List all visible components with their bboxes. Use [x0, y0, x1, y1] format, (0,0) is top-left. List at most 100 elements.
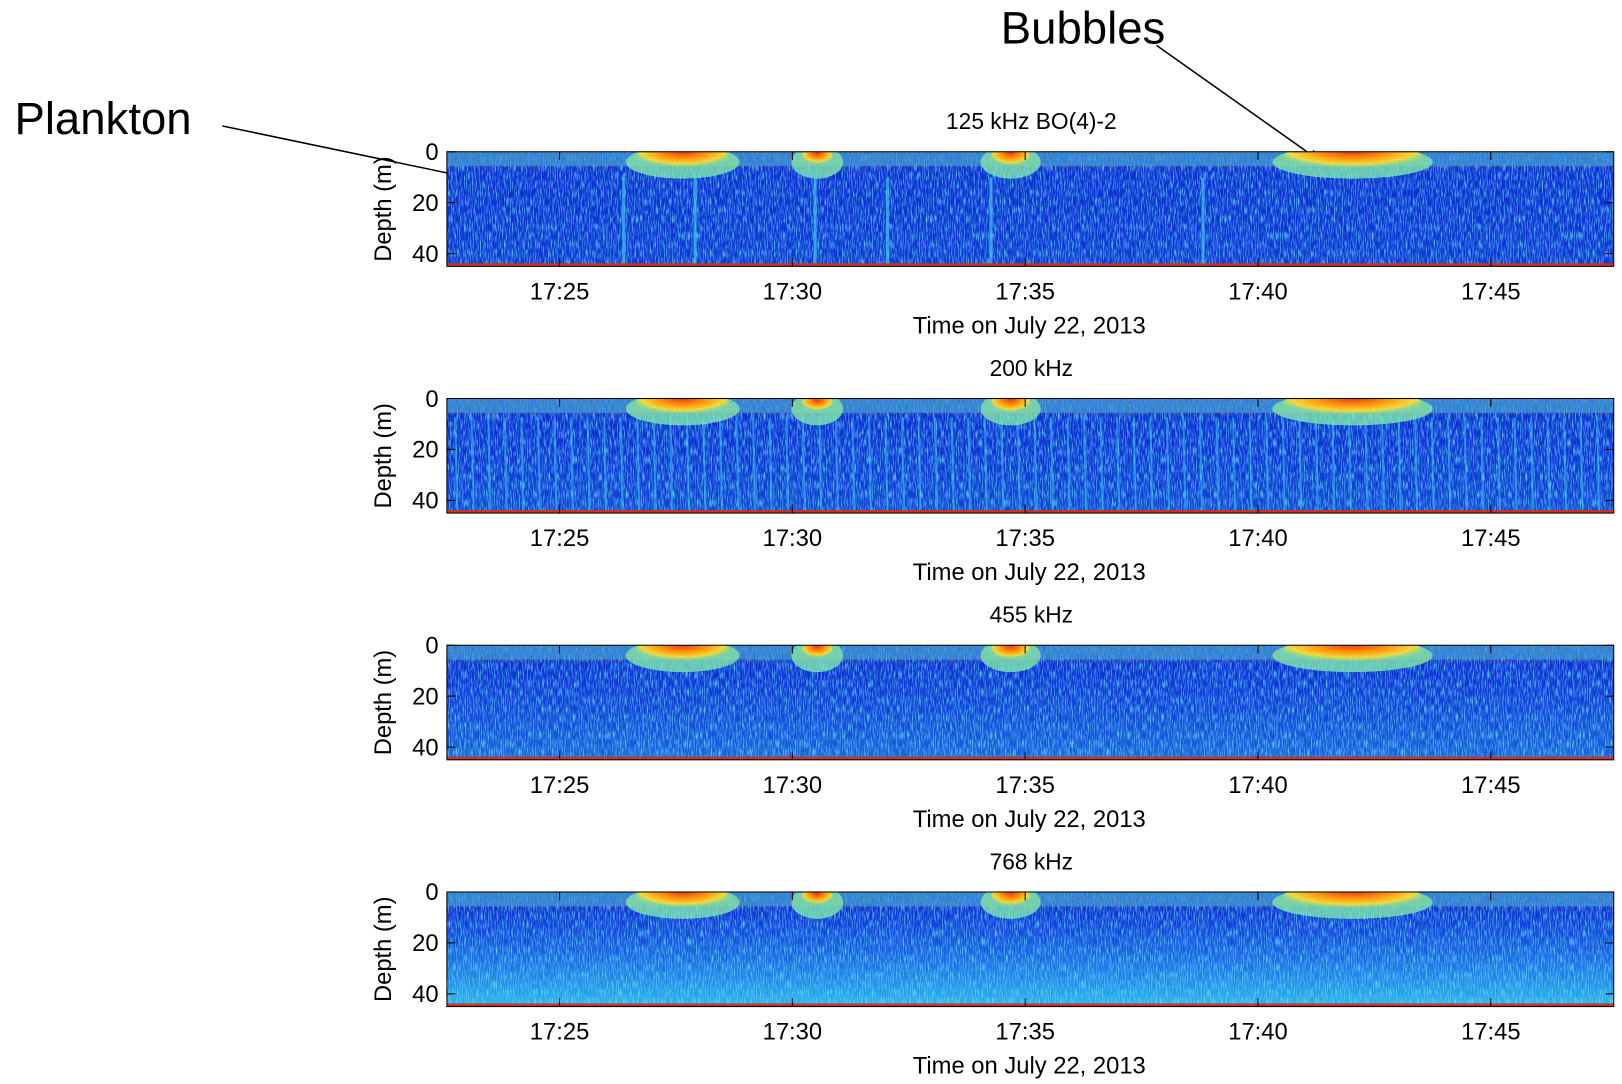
- x-tick-label: 17:45: [1461, 772, 1520, 799]
- annotation: Plankton: [14, 93, 191, 144]
- streak: [718, 417, 724, 514]
- streak: [669, 417, 674, 514]
- x-axis-label: Time on July 22, 2013: [913, 1053, 1146, 1080]
- y-axis-label: Depth (m): [370, 650, 397, 755]
- streak: [636, 417, 641, 514]
- x-axis-label: Time on July 22, 2013: [913, 312, 1146, 339]
- streak: [503, 417, 508, 514]
- panel: 768 kHz 17:25 17:30 17:35 17:40 17:45 0 20 40 Tim…: [370, 848, 1615, 1080]
- streak: [1447, 417, 1452, 514]
- bubble-noise: [446, 398, 1614, 416]
- streak: [1513, 417, 1518, 514]
- y-tick-label: 0: [425, 139, 438, 166]
- y-tick-label: 0: [425, 879, 438, 906]
- streak: [1049, 417, 1055, 514]
- streak: [818, 417, 823, 514]
- echogram: [446, 891, 1614, 1007]
- x-tick-label: 17:35: [995, 772, 1054, 799]
- seabed: [446, 756, 1614, 760]
- streak: [1397, 417, 1402, 514]
- x-tick-label: 17:40: [1228, 772, 1287, 799]
- y-tick-label: 20: [412, 437, 438, 464]
- streak: [950, 417, 955, 514]
- plot-frame: [446, 891, 1615, 1008]
- y-tick-label: 20: [412, 683, 438, 710]
- streak: [752, 417, 757, 514]
- streak: [967, 417, 972, 514]
- x-tick-label: 17:30: [763, 1019, 822, 1046]
- x-tick-label: 17:45: [1461, 1019, 1520, 1046]
- streak: [652, 417, 657, 514]
- streak: [520, 417, 525, 514]
- streak: [1132, 417, 1137, 514]
- streak: [785, 417, 790, 514]
- streak: [900, 417, 906, 514]
- streak: [1380, 417, 1386, 514]
- y-tick-label: 20: [412, 190, 438, 217]
- streak: [1364, 417, 1369, 514]
- streak: [1165, 417, 1170, 514]
- echogram: [446, 151, 1614, 267]
- y-tick-label: 0: [425, 633, 438, 660]
- x-tick-label: 17:35: [995, 525, 1054, 552]
- streak: [1563, 417, 1568, 514]
- y-tick-label: 40: [412, 241, 438, 268]
- streak: [1414, 417, 1419, 514]
- streak: [1232, 417, 1237, 514]
- streak: [1430, 417, 1435, 514]
- streak: [603, 417, 608, 514]
- x-tick-label: 17:35: [995, 1019, 1054, 1046]
- seabed: [446, 263, 1614, 267]
- x-tick-label: 17:30: [763, 278, 822, 305]
- x-tick-label: 17:25: [530, 1019, 589, 1046]
- streak: [685, 417, 690, 514]
- streak: [1066, 417, 1071, 514]
- seabed: [446, 509, 1614, 514]
- streak: [1248, 417, 1253, 514]
- streak: [1265, 417, 1270, 514]
- streak: [884, 417, 889, 514]
- annotation: Bubbles: [1001, 2, 1165, 53]
- streak: [1314, 417, 1319, 514]
- x-axis-label: Time on July 22, 2013: [913, 559, 1146, 586]
- streak: [619, 417, 624, 514]
- bubble-noise: [446, 645, 1614, 662]
- streak: [553, 417, 558, 514]
- y-axis-label: Depth (m): [370, 156, 397, 261]
- y-tick-label: 40: [412, 488, 438, 515]
- x-tick-label: 17:25: [530, 525, 589, 552]
- streak: [917, 417, 922, 514]
- plot-frame: [446, 151, 1615, 267]
- streak: [586, 417, 591, 514]
- bubble-noise: [446, 891, 1614, 909]
- annotation-arrow: [1156, 44, 1317, 159]
- streak: [934, 417, 939, 514]
- streak: [1033, 417, 1038, 514]
- streak: [1496, 417, 1501, 514]
- panel-title: 768 kHz: [990, 848, 1073, 874]
- panel-title: 200 kHz: [990, 355, 1073, 381]
- echogram: [446, 645, 1614, 760]
- y-tick-label: 20: [412, 930, 438, 957]
- streak: [1215, 417, 1220, 514]
- streak: [1596, 417, 1601, 514]
- streak: [1281, 417, 1286, 514]
- streak: [768, 417, 773, 514]
- streak: [1000, 417, 1005, 514]
- streak: [834, 417, 839, 514]
- streak: [1298, 417, 1303, 514]
- bubble-noise: [446, 151, 1614, 169]
- x-tick-label: 17:25: [530, 278, 589, 305]
- streak: [536, 417, 542, 514]
- streak: [1347, 417, 1353, 514]
- x-tick-label: 17:30: [763, 525, 822, 552]
- panel-title: 455 kHz: [990, 602, 1073, 628]
- streak: [569, 417, 575, 514]
- plot-frame: [446, 397, 1615, 514]
- x-tick-label: 17:40: [1228, 525, 1287, 552]
- streak: [1149, 417, 1154, 514]
- y-axis-label: Depth (m): [370, 403, 397, 508]
- plot-frame: [446, 644, 1615, 761]
- streak: [1480, 417, 1485, 514]
